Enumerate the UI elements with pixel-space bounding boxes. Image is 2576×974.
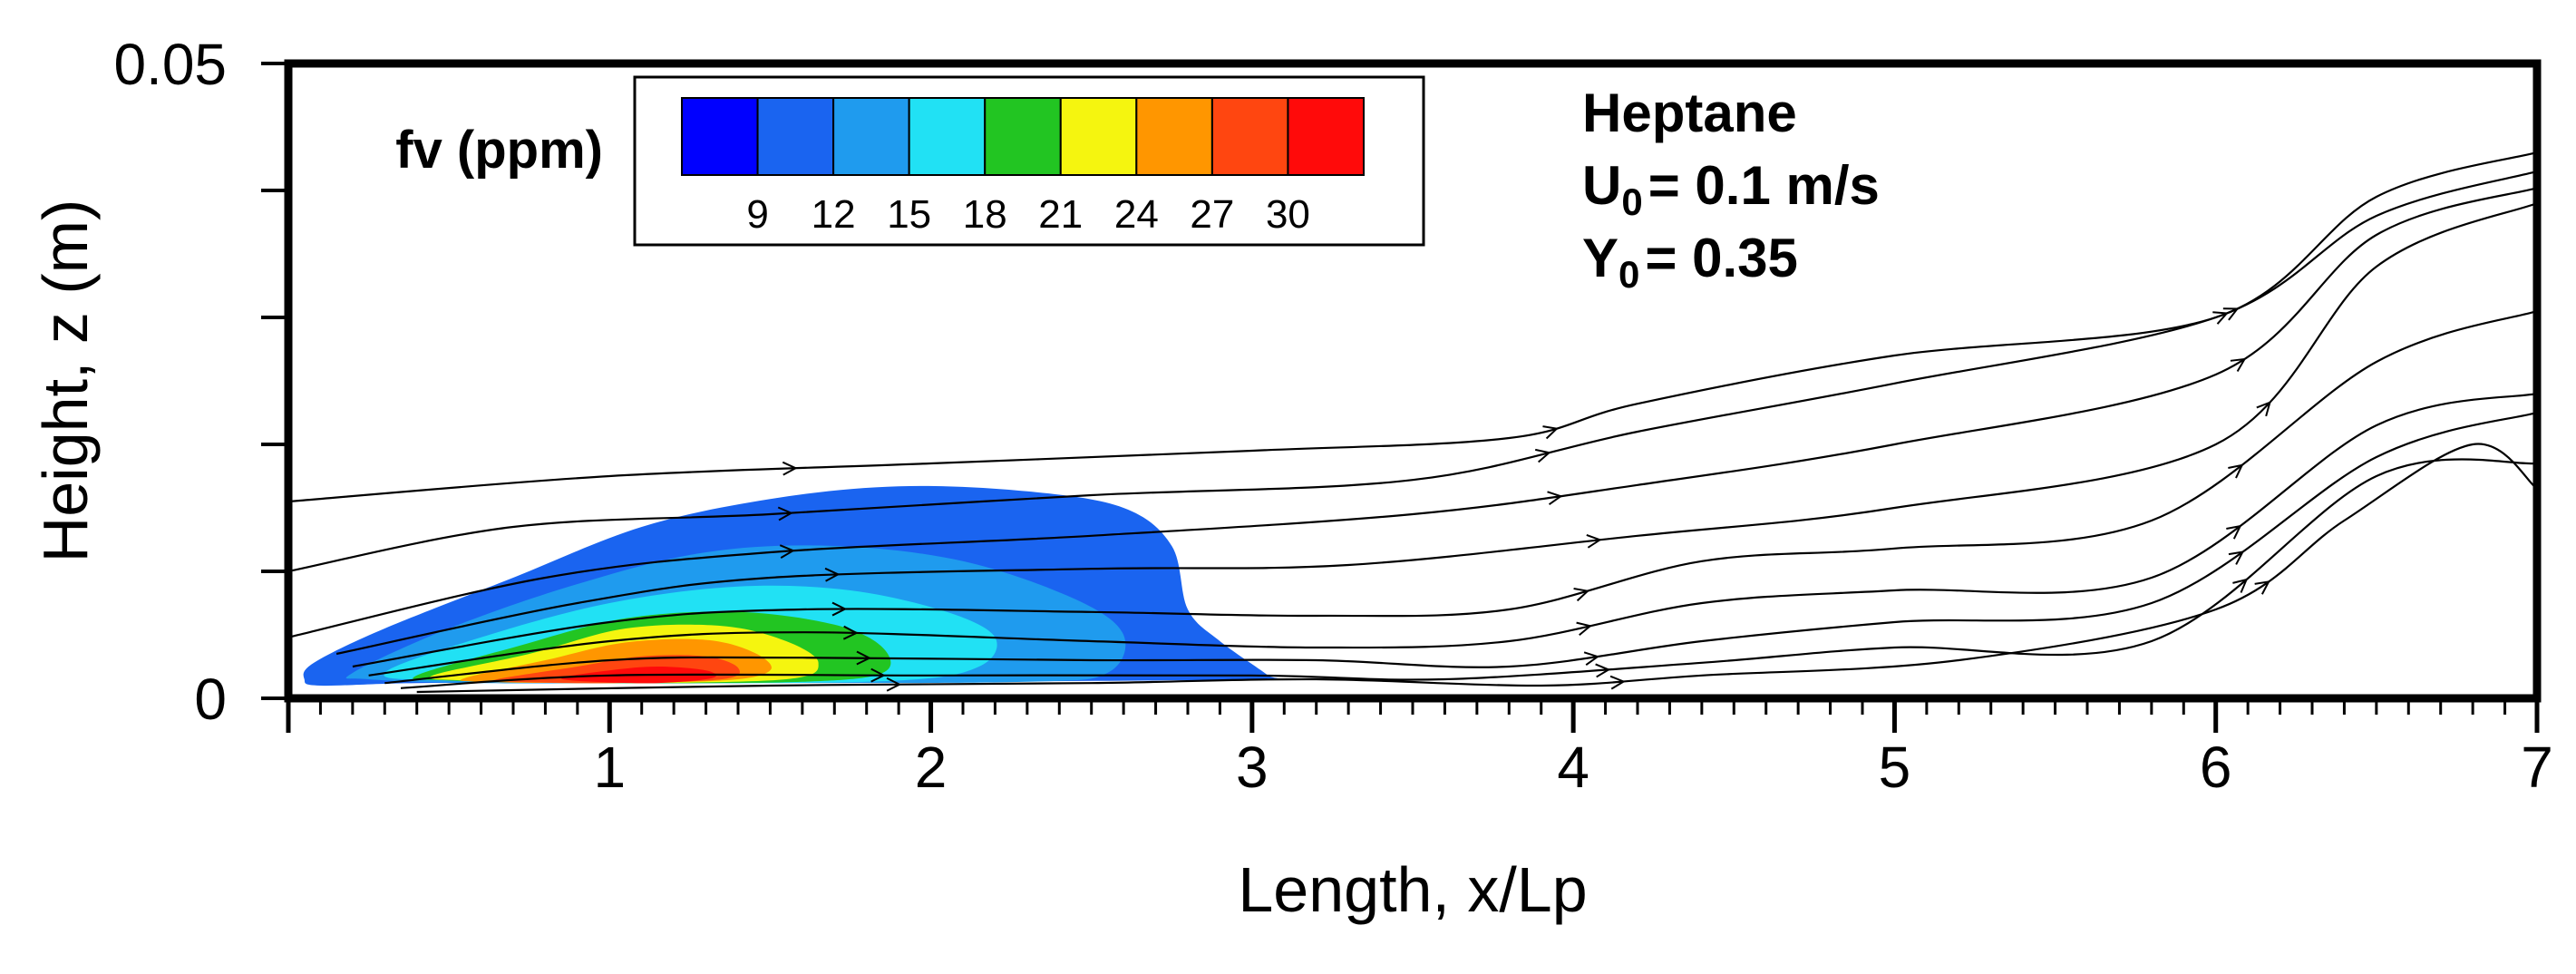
streamline-arrow (831, 601, 848, 617)
streamline (352, 309, 2538, 668)
streamline-arrow (1547, 491, 1563, 505)
x-tick-label: 3 (1236, 735, 1269, 800)
streamline-arrow (779, 544, 795, 559)
y-tick-label-top: 0.05 (113, 32, 227, 97)
streamline-arrow (1573, 587, 1590, 602)
streamline (287, 170, 2538, 573)
streamline (287, 187, 2538, 638)
streamline-arrow (2232, 578, 2249, 593)
legend-swatch (1135, 97, 1213, 176)
streamline-arrow (824, 567, 841, 582)
legend-labels: 9 12 15 18 21 24 27 30 (746, 192, 1310, 237)
streamline-arrow (1576, 621, 1592, 637)
legend-title: fv (ppm) (395, 121, 603, 180)
mass-fraction-value: = 0.35 (1645, 228, 1798, 288)
legend-swatch (681, 97, 759, 176)
streamline-arrow (2212, 311, 2229, 325)
streamline-arrow (886, 677, 902, 692)
x-tick-label: 6 (2200, 735, 2232, 800)
streamline-arrow (856, 650, 872, 666)
streamline (335, 201, 2538, 656)
x-tick-label: 1 (593, 735, 626, 800)
streamline-arrow (2254, 580, 2270, 595)
streamline-arrow (1583, 651, 1600, 666)
legend-swatch (1287, 97, 1366, 176)
streamline-arrow (1534, 448, 1551, 463)
velocity-label: U0 = 0.1 m/s (1582, 155, 1880, 223)
legend-swatch (1210, 97, 1289, 176)
fuel-label: Heptane (1582, 83, 1797, 143)
velocity-symbol: U (1582, 155, 1621, 216)
color-legend: fv (ppm) 9 12 15 18 21 24 27 30 (395, 75, 1425, 247)
mass-fraction-label: Y0 = 0.35 (1582, 228, 1798, 296)
fv-contour-layer (303, 485, 1296, 687)
streamline (400, 458, 2538, 689)
condition-annotation: Heptane U0 = 0.1 m/s Y0 = 0.35 (1582, 83, 1880, 296)
legend-level-label: 27 (1190, 192, 1234, 237)
streamline-arrow (2228, 463, 2244, 479)
x-tick-labels: 1 2 3 4 5 6 7 (593, 735, 2552, 800)
streamline (368, 392, 2538, 677)
velocity-value: = 0.1 m/s (1648, 155, 1880, 216)
streamline-arrow (1542, 425, 1560, 440)
streamline-arrow (2230, 357, 2247, 373)
streamline-arrow (1609, 675, 1626, 690)
streamline-arrow (782, 461, 798, 476)
streamline-arrow (1586, 533, 1602, 549)
streamline (416, 443, 2538, 694)
streamline-layer (287, 151, 2538, 694)
legend-level-label: 21 (1038, 192, 1083, 237)
legend-swatch (1059, 97, 1138, 176)
y-axis-label: Height, z (m) (30, 200, 101, 563)
legend-level-label: 9 (746, 192, 768, 237)
y-tick-label-bottom: 0 (194, 667, 227, 732)
streamline (384, 411, 2538, 685)
legend-level-label: 30 (1266, 192, 1310, 237)
x-tick-label: 5 (1879, 735, 1911, 800)
streamline (287, 151, 2538, 503)
velocity-subscript: 0 (1621, 180, 1642, 223)
legend-swatch (908, 97, 987, 176)
streamline-arrow (2226, 524, 2242, 540)
legend-swatch (756, 97, 835, 176)
streamline-arrow (2256, 401, 2271, 417)
x-axis-label: Length, x/Lp (1238, 854, 1587, 925)
legend-level-label: 12 (812, 192, 856, 237)
axis-ticks (261, 62, 2540, 733)
streamline-arrow (842, 625, 859, 640)
legend-level-label: 15 (887, 192, 931, 237)
streamline-arrow (870, 667, 886, 683)
legend-level-label: 24 (1114, 192, 1159, 237)
x-tick-label: 4 (1557, 735, 1589, 800)
streamline-arrow (777, 506, 793, 521)
streamline-arrow (2228, 550, 2245, 565)
mass-fraction-symbol: Y (1582, 228, 1619, 288)
x-tick-label: 2 (915, 735, 948, 800)
mass-fraction-subscript: 0 (1619, 253, 1639, 296)
legend-swatches (681, 97, 1366, 176)
x-tick-label: 7 (2521, 735, 2553, 800)
legend-swatch (984, 97, 1062, 176)
streamline-arrow (1595, 663, 1611, 678)
legend-level-label: 18 (963, 192, 1007, 237)
legend-swatch (832, 97, 910, 176)
